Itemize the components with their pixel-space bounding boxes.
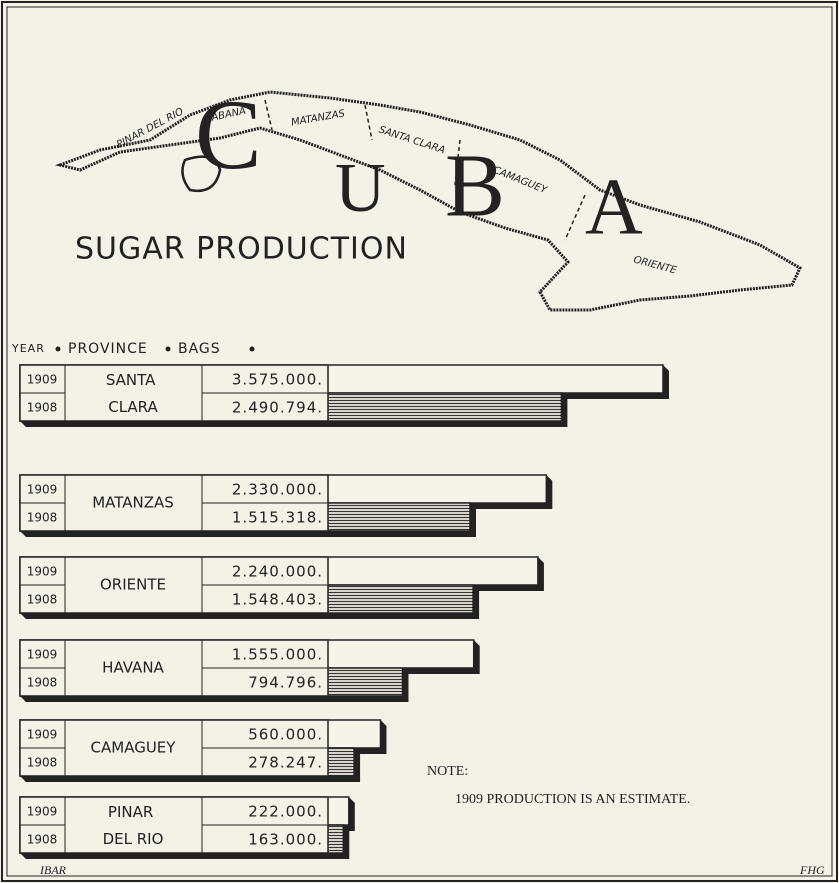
value-label: 2.490.794. (232, 399, 323, 417)
credit: FHG (799, 863, 825, 877)
separator-dot (55, 346, 61, 352)
map-letter: U (335, 150, 386, 227)
map-letter: B (445, 137, 505, 236)
year-label: 1908 (27, 676, 58, 690)
year-label: 1909 (27, 483, 58, 497)
year-label: 1908 (27, 511, 58, 525)
category-label: HAVANA (102, 659, 164, 677)
year-label: 1909 (27, 728, 58, 742)
value-label: 163.000. (248, 831, 323, 849)
year-label: 1908 (27, 593, 58, 607)
category-label: CAMAGUEY (91, 739, 177, 757)
island (54, 90, 802, 312)
separator-dot (249, 346, 255, 352)
value-label: 1.555.000. (232, 646, 323, 664)
map-letter: A (585, 163, 643, 251)
year-label: 1908 (27, 833, 58, 847)
value-label: 794.796. (248, 674, 323, 692)
map-letter: C (195, 79, 262, 190)
province-borders (264, 99, 586, 241)
value-label: 3.575.000. (232, 371, 323, 389)
frame-inner (6, 6, 833, 877)
value-label: 1.515.318. (232, 509, 323, 527)
value-label: 222.000. (248, 803, 323, 821)
value-label: 2.240.000. (232, 563, 323, 581)
category-label: ORIENTE (100, 576, 166, 594)
value-label: 560.000. (248, 726, 323, 744)
separator-dot (165, 346, 171, 352)
column-header: PROVINCE (68, 341, 148, 357)
credit: IBAR (39, 863, 67, 877)
map (54, 90, 802, 312)
category-label: MATANZAS (92, 494, 174, 512)
column-header: BAGS (178, 341, 221, 357)
category-label: PINAR DEL RIO (103, 803, 164, 848)
note-text: 1909 PRODUCTION IS AN ESTIMATE. (455, 792, 690, 807)
year-label: 1909 (27, 565, 58, 579)
year-label: 1909 (27, 648, 58, 662)
year-label: 1908 (27, 401, 58, 415)
isle-of-pines (181, 155, 222, 193)
value-label: 2.330.000. (232, 481, 323, 499)
chart-title: SUGAR PRODUCTION (75, 232, 408, 267)
note-label: NOTE: (427, 764, 468, 779)
year-label: 1909 (27, 373, 58, 387)
value-label: 1.548.403. (232, 591, 323, 609)
year-label: 1908 (27, 756, 58, 770)
value-label: 278.247. (248, 754, 323, 772)
category-label: SANTA CLARA (106, 371, 160, 416)
year-label: 1909 (27, 805, 58, 819)
column-header: YEAR (11, 342, 45, 355)
